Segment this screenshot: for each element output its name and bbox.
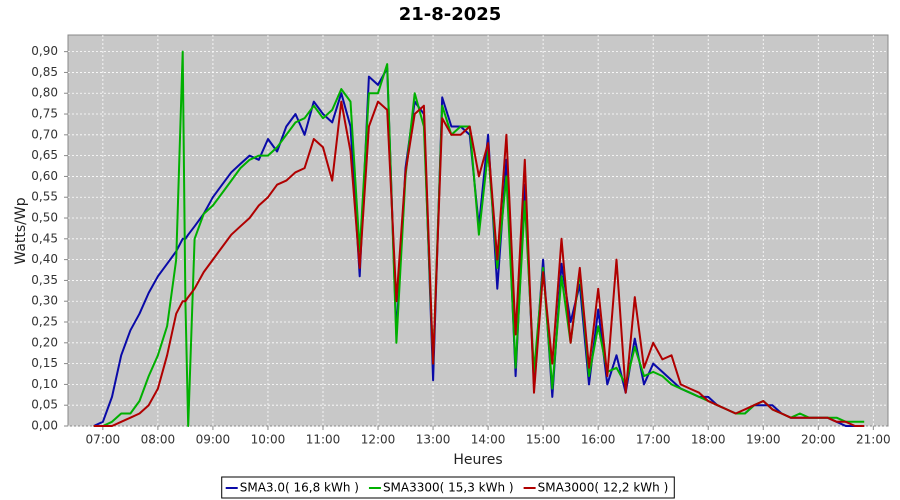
x-tick-label: 19:00	[746, 433, 781, 447]
x-tick-label: 15:00	[526, 433, 561, 447]
y-tick-label: 0,20	[31, 335, 58, 349]
x-tick-label: 13:00	[416, 433, 451, 447]
y-tick-label: 0,45	[31, 231, 58, 245]
y-tick-label: 0,70	[31, 127, 58, 141]
y-tick-label: 0,35	[31, 273, 58, 287]
x-tick-label: 10:00	[251, 433, 286, 447]
x-tick-label: 16:00	[581, 433, 616, 447]
y-tick-label: 0,80	[31, 86, 58, 100]
x-tick-label: 14:00	[471, 433, 506, 447]
x-tick-label: 11:00	[306, 433, 341, 447]
y-tick-label: 0,50	[31, 211, 58, 225]
x-tick-label: 20:00	[801, 433, 836, 447]
x-tick-label: 07:00	[86, 433, 121, 447]
y-tick-label: 0,85	[31, 65, 58, 79]
x-tick-label: 18:00	[691, 433, 726, 447]
legend-label: SMA3.0( 16,8 kWh )	[240, 481, 359, 495]
legend-box	[221, 476, 675, 499]
y-tick-label: 0,15	[31, 356, 58, 370]
y-tick-label: 0,30	[31, 294, 58, 308]
legend-label: SMA3000( 12,2 kWh )	[538, 481, 669, 495]
x-tick-label: 08:00	[141, 433, 176, 447]
y-tick-label: 0,00	[31, 419, 58, 433]
y-tick-label: 0,65	[31, 148, 58, 162]
legend-label: SMA3300( 15,3 kWh )	[383, 481, 514, 495]
x-tick-label: 09:00	[196, 433, 231, 447]
y-tick-label: 0,90	[31, 44, 58, 58]
series-line	[93, 100, 865, 427]
x-tick-label: 17:00	[636, 433, 671, 447]
y-tick-label: 0,05	[31, 398, 58, 412]
x-axis-label: Heures	[453, 452, 502, 468]
y-tick-label: 0,10	[31, 377, 58, 391]
y-tick-label: 0,60	[31, 169, 58, 183]
x-tick-label: 12:00	[361, 433, 396, 447]
y-tick-label: 0,40	[31, 252, 58, 266]
x-tick-label: 21:00	[856, 433, 891, 447]
y-tick-label: 0,25	[31, 315, 58, 329]
chart-title: 21-8-2025	[399, 4, 502, 25]
y-tick-label: 0,55	[31, 190, 58, 204]
y-axis-label: Watts/Wp	[13, 197, 29, 264]
y-tick-label: 0,75	[31, 107, 58, 121]
